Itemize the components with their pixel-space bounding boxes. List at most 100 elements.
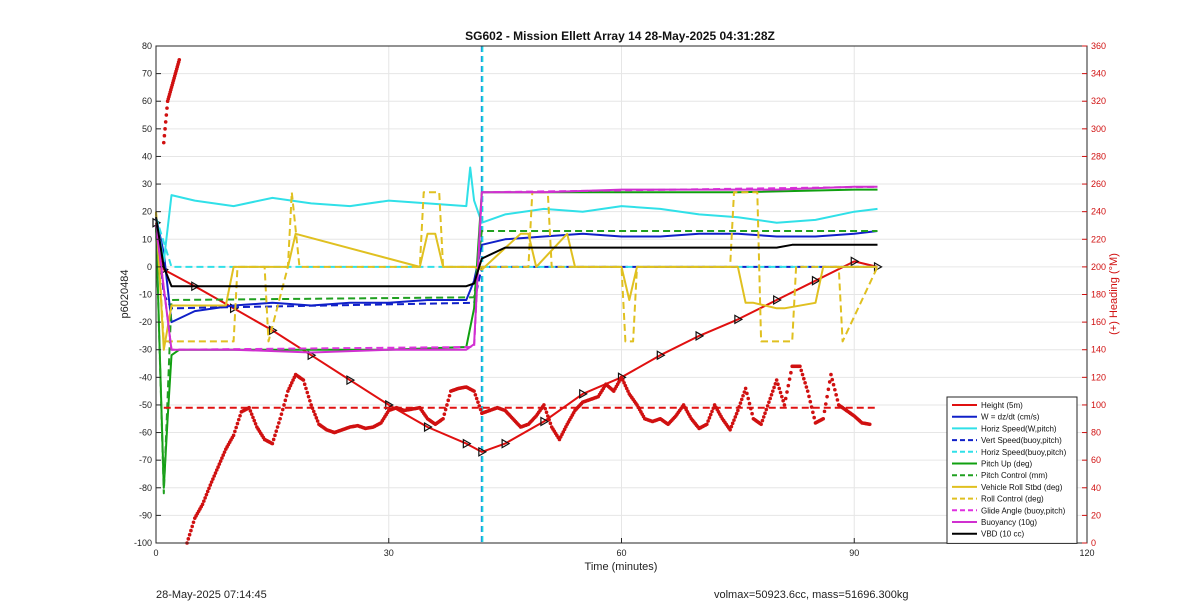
- heading-point: [782, 403, 787, 407]
- heading-point: [624, 386, 629, 391]
- heading-point: [812, 415, 816, 420]
- x-tick-label: 60: [616, 548, 626, 558]
- heading-point: [834, 393, 838, 397]
- heading-point: [218, 459, 223, 463]
- legend-label: Buoyancy (10g): [981, 518, 1037, 527]
- legend-label: Glide Angle (buoy,pitch): [981, 506, 1066, 515]
- heading-point: [780, 394, 784, 399]
- y-tick-label-left: -90: [139, 510, 152, 520]
- heading-point: [234, 425, 238, 430]
- heading-point: [279, 412, 284, 416]
- heading-point: [304, 386, 308, 391]
- heading-point: [622, 381, 626, 385]
- heading-point: [288, 383, 293, 388]
- axis-ticks: 0 30 60 90 12080706050403020100-10-20-30-40-…: [134, 41, 1106, 558]
- heading-point: [776, 382, 780, 387]
- heading-point: [822, 409, 827, 414]
- heading-point: [282, 403, 286, 407]
- heading-point: [710, 409, 714, 414]
- heading-point: [238, 413, 242, 418]
- heading-point: [222, 450, 227, 454]
- series-line-roll-control-deg: [155, 191, 879, 343]
- heading-point: [825, 394, 829, 399]
- heading-point: [205, 489, 210, 494]
- heading-point: [804, 385, 809, 389]
- heading-point: [220, 456, 224, 460]
- y-tick-label-left: 60: [142, 96, 152, 106]
- heading-point: [273, 433, 277, 438]
- height-marker-point: [478, 446, 488, 457]
- heading-point: [707, 416, 712, 420]
- heading-point: [306, 394, 311, 399]
- heading-point: [772, 385, 776, 390]
- heading-point: [164, 113, 169, 117]
- heading-point: [802, 376, 806, 381]
- heading-point: [200, 502, 205, 507]
- heading-point: [278, 416, 282, 421]
- heading-point: [163, 120, 168, 124]
- heading-point: [706, 419, 710, 423]
- series-line-pitch-control-mm: [155, 225, 878, 495]
- footer-timestamp: 28-May-2025 07:14:45: [156, 589, 267, 601]
- y-tick-label-left: -30: [139, 345, 152, 355]
- y-tick-label-right: 120: [1091, 372, 1106, 382]
- heading-point: [284, 393, 289, 398]
- y-tick-label-left: 50: [142, 124, 152, 134]
- heading-point: [767, 400, 771, 404]
- y-tick-label-right: 140: [1091, 345, 1106, 355]
- heading-point: [191, 520, 196, 525]
- y-tick-label-left: -80: [139, 483, 152, 493]
- heading-point: [221, 453, 226, 457]
- heading-point: [231, 433, 236, 438]
- y-tick-label-right: 160: [1091, 317, 1106, 327]
- heading-point: [441, 416, 445, 421]
- y-tick-label-right: 180: [1091, 290, 1106, 300]
- heading-point: [216, 465, 220, 469]
- heading-point: [760, 418, 765, 423]
- height-marker-point: [346, 375, 356, 386]
- heading-point: [207, 486, 211, 491]
- series-group: [152, 166, 883, 495]
- heading-point: [803, 381, 807, 385]
- heading-point: [543, 406, 548, 411]
- heading-point: [746, 396, 751, 401]
- y-tick-label-right: 200: [1091, 262, 1106, 272]
- y-tick-label-right: 60: [1091, 455, 1101, 465]
- heading-point: [477, 404, 482, 408]
- heading-point: [165, 106, 169, 110]
- heading-point: [835, 398, 840, 402]
- y-tick-label-left: 30: [142, 179, 152, 189]
- heading-point: [443, 407, 448, 412]
- heading-point: [287, 386, 291, 391]
- heading-point: [310, 406, 315, 410]
- legend-label: VBD (10 cc): [981, 530, 1024, 539]
- heading-point: [302, 382, 307, 387]
- y-tick-label-left: -20: [139, 317, 152, 327]
- y-tick-label-left: -40: [139, 372, 152, 382]
- y-tick-label-left: 40: [142, 151, 152, 161]
- heading-point: [786, 383, 791, 388]
- heading-point: [787, 377, 792, 381]
- heading-point: [203, 496, 207, 500]
- heading-point: [208, 483, 213, 487]
- height-marker-point: [850, 256, 860, 267]
- heading-point: [781, 399, 785, 403]
- y-tick-label-left: 70: [142, 69, 152, 79]
- y-tick-label-left: -70: [139, 455, 152, 465]
- heading-point: [829, 372, 833, 377]
- x-axis-label: Time (minutes): [585, 561, 658, 573]
- x-tick-label: 120: [1079, 548, 1094, 558]
- heading-group: [161, 58, 878, 545]
- heading-point: [314, 416, 319, 420]
- y-tick-label-right: 20: [1091, 510, 1101, 520]
- heading-point: [212, 474, 216, 478]
- heading-point: [734, 411, 739, 416]
- heading-point: [474, 396, 479, 401]
- y-tick-label-right: 40: [1091, 483, 1101, 493]
- heading-point: [214, 468, 219, 472]
- heading-point: [189, 528, 193, 533]
- heading-point: [211, 477, 215, 481]
- heading-point: [733, 415, 738, 419]
- heading-point: [476, 400, 480, 404]
- height-marker-point: [773, 294, 782, 306]
